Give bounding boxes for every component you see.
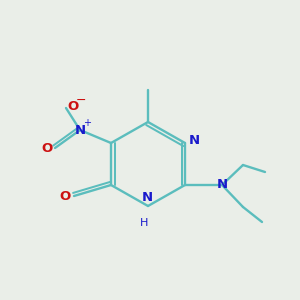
Text: N: N — [74, 124, 86, 136]
Text: H: H — [140, 218, 148, 228]
Text: O: O — [68, 100, 79, 112]
Text: N: N — [216, 178, 228, 191]
Text: N: N — [189, 134, 200, 148]
Text: −: − — [76, 94, 86, 106]
Text: O: O — [59, 190, 70, 202]
Text: +: + — [83, 118, 91, 128]
Text: O: O — [41, 142, 52, 154]
Text: N: N — [141, 191, 153, 204]
